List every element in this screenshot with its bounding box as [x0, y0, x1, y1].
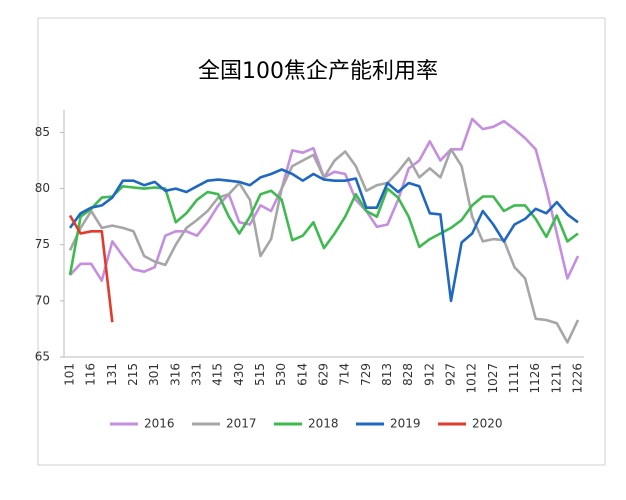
y-tick-label: 65 [35, 350, 50, 364]
x-tick-label: 301 [147, 363, 161, 386]
legend-label: 2018 [308, 417, 339, 431]
chart-title: 全国100焦企产能利用率 [198, 59, 438, 84]
legend-label: 2019 [390, 417, 421, 431]
legend-label: 2017 [226, 417, 257, 431]
x-tick-label: 912 [422, 363, 436, 386]
y-tick-label: 70 [35, 293, 50, 307]
x-tick-label: 101 [63, 363, 77, 386]
x-tick-label: 1111 [507, 363, 521, 394]
x-tick-label: 116 [84, 363, 98, 386]
x-tick-label: 530 [274, 363, 288, 386]
y-tick-label: 80 [35, 181, 50, 195]
x-tick-label: 813 [380, 363, 394, 386]
x-tick-label: 828 [401, 363, 415, 386]
x-tick-label: 215 [126, 363, 140, 386]
x-tick-label: 629 [317, 363, 331, 386]
x-tick-label: 1012 [465, 363, 479, 394]
x-tick-label: 1211 [549, 363, 563, 394]
y-tick-label: 85 [35, 125, 50, 139]
x-tick-label: 415 [211, 363, 225, 386]
x-tick-label: 714 [338, 363, 352, 386]
x-tick-label: 729 [359, 363, 373, 386]
x-tick-label: 331 [190, 363, 204, 386]
series-line [68, 214, 114, 323]
x-tick-label: 1226 [571, 363, 585, 394]
series-line [68, 148, 580, 344]
x-tick-label: 927 [444, 363, 458, 386]
series-line [68, 168, 579, 303]
x-tick-label: 614 [295, 363, 309, 386]
y-tick-label: 75 [35, 237, 50, 251]
series-line [68, 185, 579, 276]
legend-label: 2020 [472, 417, 503, 431]
legend-label: 2016 [144, 417, 175, 431]
x-tick-label: 430 [232, 363, 246, 386]
x-tick-label: 1027 [486, 363, 500, 394]
x-tick-label: 316 [168, 363, 182, 386]
x-tick-label: 1126 [528, 363, 542, 394]
x-tick-label: 515 [253, 363, 267, 386]
x-tick-label: 131 [105, 363, 119, 386]
